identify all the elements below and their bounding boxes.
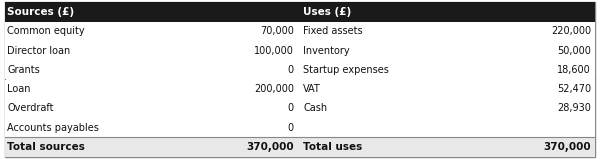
Text: Grants: Grants (7, 65, 40, 75)
Text: Loan: Loan (7, 84, 31, 94)
Text: Director loan: Director loan (7, 46, 70, 56)
Text: 28,930: 28,930 (557, 103, 591, 113)
Text: 370,000: 370,000 (544, 142, 591, 152)
Text: Common equity: Common equity (7, 26, 85, 36)
Text: 70,000: 70,000 (260, 26, 294, 36)
Text: Accounts payables: Accounts payables (7, 123, 99, 133)
Bar (5, 80, 595, 99)
Bar (5, 2, 595, 22)
Text: Total sources: Total sources (7, 142, 85, 152)
Text: Cash: Cash (303, 103, 327, 113)
Bar (5, 99, 595, 118)
Text: 18,600: 18,600 (557, 65, 591, 75)
Bar (5, 22, 595, 41)
Text: Overdraft: Overdraft (7, 103, 54, 113)
Text: Uses (£): Uses (£) (303, 7, 351, 17)
Bar (5, 118, 595, 137)
Text: 200,000: 200,000 (254, 84, 294, 94)
Bar (5, 137, 595, 157)
Text: 0: 0 (288, 123, 294, 133)
Text: 52,470: 52,470 (557, 84, 591, 94)
Text: Startup expenses: Startup expenses (303, 65, 389, 75)
Text: 220,000: 220,000 (551, 26, 591, 36)
Text: VAT: VAT (303, 84, 321, 94)
Text: 0: 0 (288, 65, 294, 75)
Text: 100,000: 100,000 (254, 46, 294, 56)
Bar (5, 41, 595, 60)
Bar (5, 60, 595, 80)
Text: Inventory: Inventory (303, 46, 350, 56)
Text: Sources (£): Sources (£) (7, 7, 74, 17)
Text: 370,000: 370,000 (247, 142, 294, 152)
Text: Fixed assets: Fixed assets (303, 26, 362, 36)
Text: Total uses: Total uses (303, 142, 362, 152)
Text: 0: 0 (288, 103, 294, 113)
Text: 50,000: 50,000 (557, 46, 591, 56)
